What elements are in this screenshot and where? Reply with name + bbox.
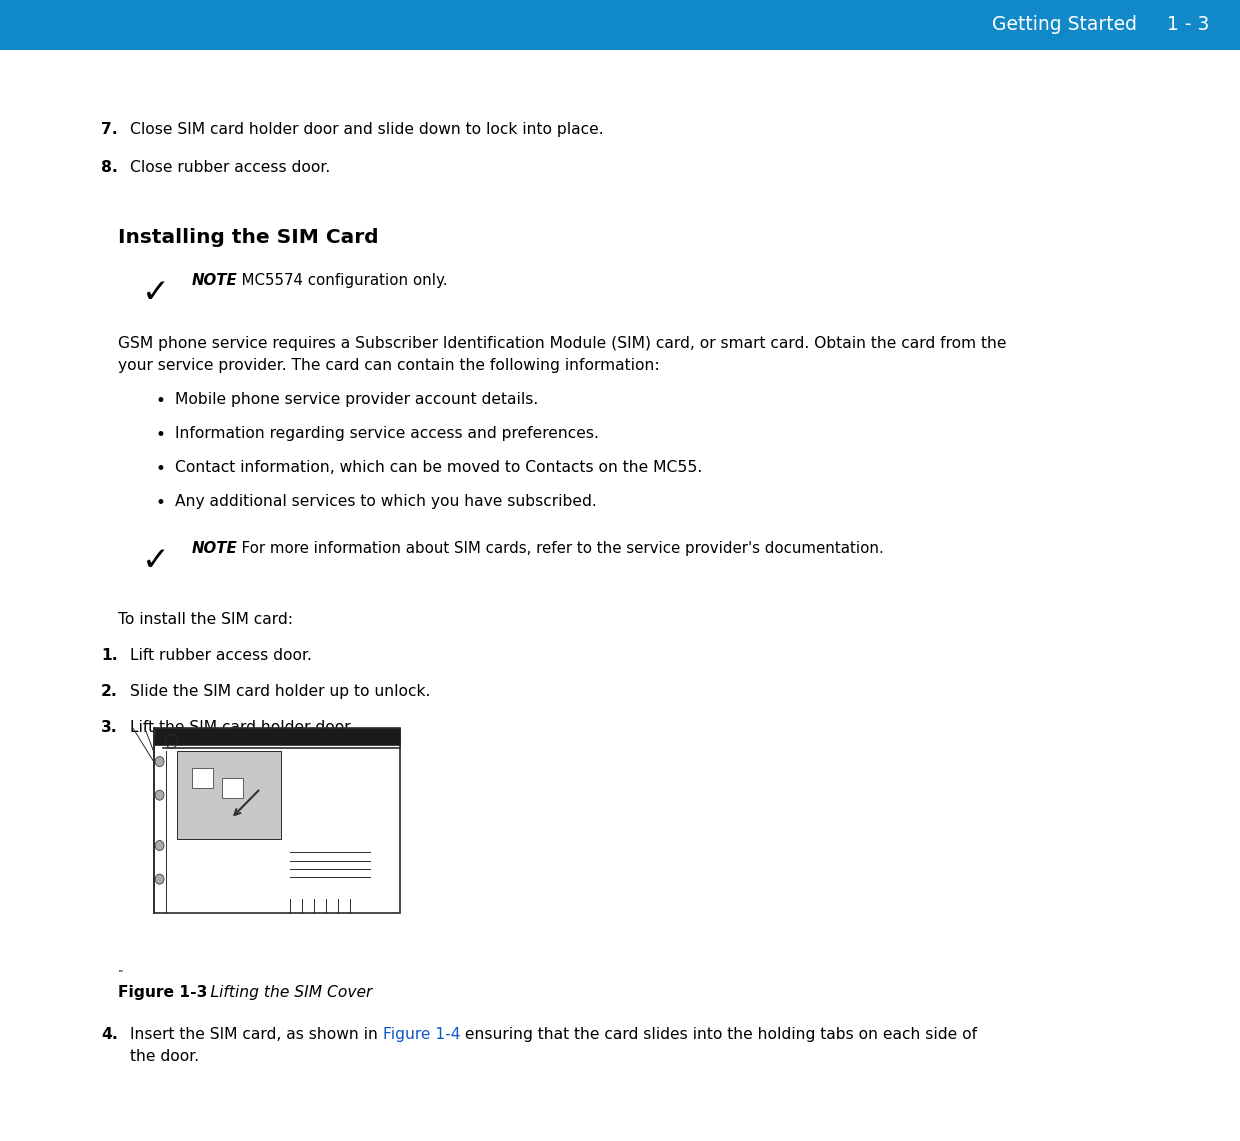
Text: •: •: [155, 460, 165, 478]
Text: Any additional services to which you have subscribed.: Any additional services to which you hav…: [175, 494, 596, 509]
Text: 4.: 4.: [102, 1027, 118, 1042]
Text: Getting Started     1 - 3: Getting Started 1 - 3: [992, 16, 1209, 34]
Text: Contact information, which can be moved to Contacts on the MC55.: Contact information, which can be moved …: [175, 460, 702, 475]
Text: MC5574 configuration only.: MC5574 configuration only.: [232, 273, 448, 288]
Text: Lift rubber access door.: Lift rubber access door.: [130, 648, 312, 663]
Text: NOTE: NOTE: [192, 541, 238, 556]
Text: NOTE: NOTE: [192, 273, 238, 288]
Text: ˜: ˜: [118, 971, 124, 981]
Text: ✓: ✓: [143, 276, 170, 309]
Text: Close rubber access door.: Close rubber access door.: [130, 160, 330, 175]
Circle shape: [155, 756, 164, 767]
Text: ensuring that the card slides into the holding tabs on each side of: ensuring that the card slides into the h…: [460, 1027, 977, 1042]
Text: Figure 1-4: Figure 1-4: [383, 1027, 460, 1042]
Text: Slide the SIM card holder up to unlock.: Slide the SIM card holder up to unlock.: [130, 683, 430, 699]
Text: ✓: ✓: [143, 544, 170, 577]
Text: Information regarding service access and preferences.: Information regarding service access and…: [175, 426, 599, 442]
Text: Installing the SIM Card: Installing the SIM Card: [118, 228, 378, 246]
Text: •: •: [155, 393, 165, 410]
Text: 7.: 7.: [102, 122, 118, 137]
Text: Close SIM card holder door and slide down to lock into place.: Close SIM card holder door and slide dow…: [130, 122, 604, 137]
Text: 8.: 8.: [102, 160, 118, 175]
Text: Lifting the SIM Cover: Lifting the SIM Cover: [191, 985, 372, 1000]
Text: Figure 1-3: Figure 1-3: [118, 985, 207, 1000]
Text: Insert the SIM card, as shown in: Insert the SIM card, as shown in: [130, 1027, 383, 1042]
Circle shape: [155, 874, 164, 884]
Polygon shape: [192, 768, 213, 788]
Circle shape: [155, 841, 164, 850]
Text: Mobile phone service provider account details.: Mobile phone service provider account de…: [175, 393, 538, 407]
Polygon shape: [222, 778, 243, 799]
Polygon shape: [154, 728, 401, 745]
Circle shape: [155, 790, 164, 800]
Text: For more information about SIM cards, refer to the service provider's documentat: For more information about SIM cards, re…: [232, 541, 884, 556]
Text: •: •: [155, 494, 165, 512]
Text: the door.: the door.: [130, 1049, 200, 1065]
Text: 1.: 1.: [102, 648, 118, 663]
Text: GSM phone service requires a Subscriber Identification Module (SIM) card, or sma: GSM phone service requires a Subscriber …: [118, 335, 1007, 351]
Polygon shape: [177, 752, 281, 839]
Text: 3.: 3.: [102, 720, 118, 735]
Text: 2.: 2.: [102, 683, 118, 699]
Text: •: •: [155, 426, 165, 444]
Text: Lift the SIM card holder door.: Lift the SIM card holder door.: [130, 720, 355, 735]
Text: To install the SIM card:: To install the SIM card:: [118, 612, 293, 628]
Text: your service provider. The card can contain the following information:: your service provider. The card can cont…: [118, 358, 660, 373]
